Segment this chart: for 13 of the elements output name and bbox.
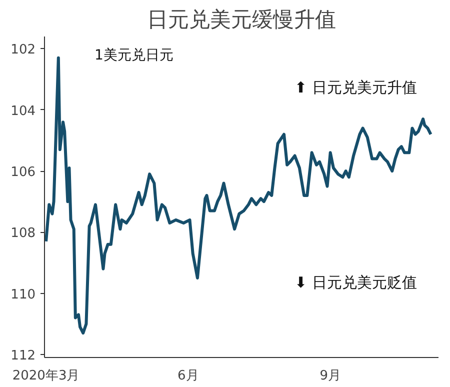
- x-tick-label: 6月: [178, 368, 199, 384]
- chart-title: 日元兑美元缓慢升值: [147, 8, 336, 32]
- x-tick-label: 9月: [320, 368, 341, 384]
- y-tick-label: 110: [10, 287, 36, 302]
- y-tick-label: 104: [10, 104, 36, 119]
- annotation: ⬇ 日元兑美元贬值: [294, 274, 417, 292]
- y-tick-label: 102: [10, 42, 36, 58]
- y-tick-label: 112: [10, 348, 36, 364]
- annotation: ⬆ 日元兑美元升值: [294, 78, 417, 96]
- y-tick-label: 108: [10, 226, 36, 242]
- x-tick-label: 2020年3月: [12, 368, 80, 384]
- annotation: 1美元兑日元: [94, 48, 174, 64]
- y-tick-label: 106: [10, 165, 36, 180]
